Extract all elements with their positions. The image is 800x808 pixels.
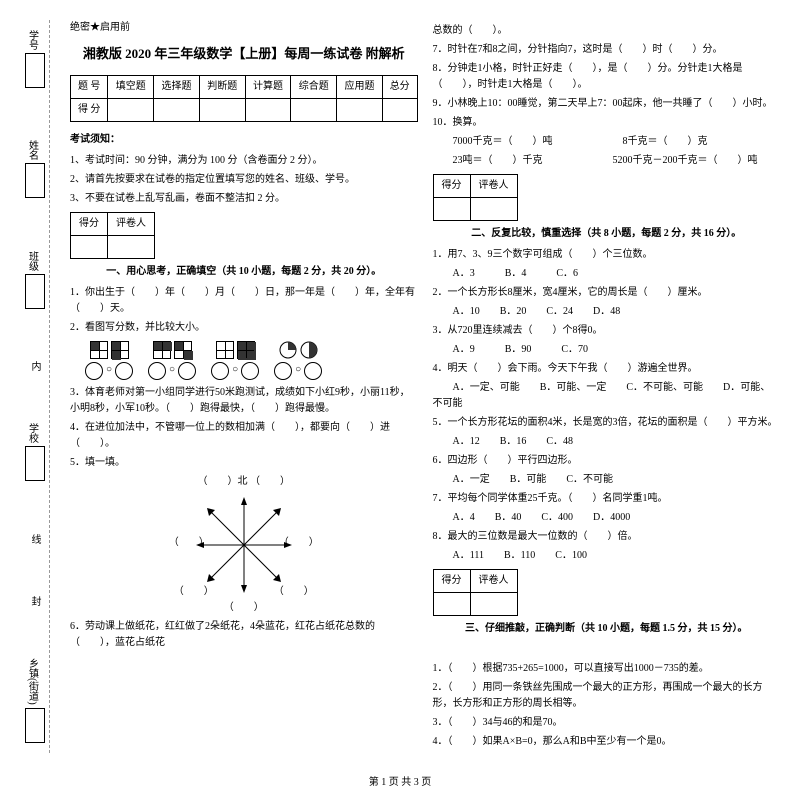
- s1-q10b: 23吨＝（ ）千克 5200千克－200千克＝（ ）吨: [433, 153, 781, 169]
- shape-group-1: ○: [85, 341, 133, 380]
- column-left: 绝密★启用前 湘教版 2020 年三年级数学【上册】每周一练试卷 附解析 题 号…: [70, 20, 418, 753]
- box-school: [25, 446, 45, 481]
- compass-south: （ ）: [70, 600, 418, 616]
- s1-q9: 9．小林晚上10：00睡觉，第二天早上7：00起床，他一共睡了（ ）小时。: [433, 96, 781, 112]
- s1-q6b: 总数的（ ）。: [433, 23, 781, 39]
- grader-score: 得分: [71, 212, 108, 235]
- s1-q2: 2．看图写分数，并比较大小。: [70, 320, 418, 336]
- s2-q2o: A．10 B．20 C．24 D．48: [433, 304, 781, 320]
- box-name: [25, 163, 45, 198]
- section-2-title: 二、反复比较，慎重选择（共 8 小题，每题 2 分，共 16 分）。: [433, 226, 781, 242]
- s2-q1: 1．用7、3、9三个数字可组成（ ）个三位数。: [433, 247, 781, 263]
- label-id: 学号: [25, 30, 40, 50]
- s2-q8: 8．最大的三位数是最大一位数的（ ）倍。: [433, 529, 781, 545]
- label-class: 班级: [25, 251, 40, 271]
- notice-2: 2、请首先按要求在试卷的指定位置填写您的姓名、班级、学号。: [70, 172, 418, 188]
- grader-person-2: 评卷人: [470, 175, 517, 198]
- s1-q4: 4．在进位加法中，不管哪一位上的数相加满（ ），都要向（ ）进（ ）。: [70, 420, 418, 452]
- s2-q6: 6．四边形（ ）平行四边形。: [433, 453, 781, 469]
- s3-q3: 3．（ ）34与46的和是70。: [433, 715, 781, 731]
- s2-q1o: A．3 B．4 C．6: [433, 266, 781, 282]
- s2-q5o: A．12 B．16 C．48: [433, 434, 781, 450]
- s2-q2: 2．一个长方形长8厘米，宽4厘米，它的周长是（ ）厘米。: [433, 285, 781, 301]
- s1-q3: 3．体育老师对第一小组同学进行50米跑测试，成绩如下小红9秒，小丽11秒，小明8…: [70, 385, 418, 417]
- section-1-title: 一、用心思考，正确填空（共 10 小题，每题 2 分，共 20 分）。: [70, 264, 418, 280]
- grader-table-2: 得分评卷人: [433, 174, 518, 221]
- compass-diagram: （ ） （ ） （ ） （ ）: [194, 495, 294, 595]
- grader-person: 评卷人: [108, 212, 155, 235]
- grader-score-2: 得分: [433, 175, 470, 198]
- s1-q1: 1．你出生于（ ）年（ ）月（ ）日，那一年是（ ）年，全年有（ ）天。: [70, 285, 418, 317]
- shape-group-4: ○: [274, 341, 322, 380]
- s1-q10: 10．换算。: [433, 115, 781, 131]
- notice-3: 3、不要在试卷上乱写乱画，卷面不整洁扣 2 分。: [70, 191, 418, 207]
- th-total: 总分: [382, 75, 417, 98]
- th-judge: 判断题: [199, 75, 245, 98]
- compass-sw: （ ）: [174, 584, 214, 600]
- grader-table-1: 得分评卷人: [70, 212, 155, 259]
- s2-q6o: A．一定 B．可能 C．不可能: [433, 472, 781, 488]
- s2-q5: 5．一个长方形花坛的面积4米，长是宽的3倍，花坛的面积是（ ）平方米。: [433, 415, 781, 431]
- compass-e: （ ）: [279, 535, 319, 551]
- s3-q4: 4．（ ）如果A×B=0，那么A和B中至少有一个是0。: [433, 734, 781, 750]
- th-calc: 计算题: [245, 75, 291, 98]
- notice-head: 考试须知：: [70, 132, 418, 148]
- label-seal: 封: [27, 596, 42, 606]
- th-num: 题 号: [71, 75, 108, 98]
- box-town: [25, 708, 45, 743]
- s2-q3o: A．9 B．90 C．70: [433, 342, 781, 358]
- notice-1: 1、考试时间：90 分钟，满分为 100 分（含卷面分 2 分）。: [70, 153, 418, 169]
- shape-group-2: ○: [148, 341, 196, 380]
- s2-q7o: A．4 B．40 C．400 D．4000: [433, 510, 781, 526]
- th-comp: 综合题: [291, 75, 337, 98]
- th-fill: 填空题: [108, 75, 154, 98]
- label-town: 乡镇(街道): [25, 658, 40, 705]
- s1-q7: 7．时针在7和8之间，分针指向7，这时是（ ）时（ ）分。: [433, 42, 781, 58]
- label-inner: 内: [27, 361, 42, 371]
- page-footer: 第 1 页 共 3 页: [20, 773, 780, 788]
- s2-q4o: A．一定、可能 B．可能、一定 C．不可能、可能 D．可能、不可能: [433, 380, 781, 412]
- section-3-title: 三、仔细推敲，正确判断（共 10 小题，每题 1.5 分，共 15 分）。: [433, 621, 781, 637]
- s1-q6: 6．劳动课上做纸花，红红做了2朵纸花，4朵蓝花，红花占纸花总数的（ ），蓝花占纸…: [70, 619, 418, 651]
- s3-q1: 1．（ ）根据735+265=1000，可以直接写出1000－735的差。: [433, 661, 781, 677]
- box-class: [25, 274, 45, 309]
- grader-person-3: 评卷人: [470, 570, 517, 593]
- s2-q4: 4．明天（ ）会下雨。今天下午我（ ）游遍全世界。: [433, 361, 781, 377]
- s3-q2: 2．（ ）用同一条铁丝先围成一个最大的正方形，再围成一个最大的长方形，长方形和正…: [433, 680, 781, 712]
- compass-north: （ ）北 （ ）: [70, 474, 418, 490]
- s1-q8: 8．分钟走1小格，时针正好走（ ），是（ ）分。分针走1大格是（ ），时针走1大…: [433, 61, 781, 93]
- s2-q7: 7．平均每个同学体重25千克。（ ）名同学重1吨。: [433, 491, 781, 507]
- label-line: 线: [27, 534, 42, 544]
- shape-group-3: ○: [211, 341, 259, 380]
- label-name: 姓名: [25, 140, 40, 160]
- grader-table-3: 得分评卷人: [433, 569, 518, 616]
- th-choice: 选择题: [154, 75, 200, 98]
- box-id: [25, 53, 45, 88]
- compass-w: （ ）: [169, 535, 209, 551]
- binding-margin: 学号 姓名 班级 内 学校 线 封 乡镇(街道): [20, 20, 50, 753]
- s2-q3: 3．从720里连续减去（ ）个8得0。: [433, 323, 781, 339]
- score-table: 题 号 填空题 选择题 判断题 计算题 综合题 应用题 总分 得 分: [70, 75, 418, 122]
- grader-score-3: 得分: [433, 570, 470, 593]
- fraction-shapes: ○ ○ ○ ○: [85, 341, 418, 380]
- s1-q5: 5．填一填。: [70, 455, 418, 471]
- s2-q8o: A．111 B．110 C．100: [433, 548, 781, 564]
- th-app: 应用题: [337, 75, 383, 98]
- label-school: 学校: [25, 423, 40, 443]
- column-right: 总数的（ ）。 7．时针在7和8之间，分针指向7，这时是（ ）时（ ）分。 8．…: [433, 20, 781, 753]
- compass-se: （ ）: [274, 584, 314, 600]
- td-score: 得 分: [71, 98, 108, 121]
- secret-label: 绝密★启用前: [70, 20, 418, 36]
- s1-q10a: 7000千克＝（ ）吨 8千克＝（ ）克: [433, 134, 781, 150]
- exam-title: 湘教版 2020 年三年级数学【上册】每周一练试卷 附解析: [70, 44, 418, 65]
